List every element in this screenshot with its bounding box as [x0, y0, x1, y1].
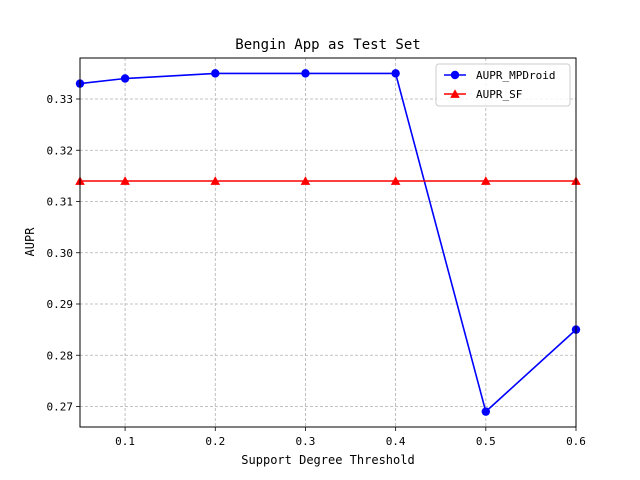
legend-label: AUPR_MPDroid	[476, 69, 555, 82]
data-point	[481, 407, 491, 416]
data-point	[301, 69, 310, 78]
data-point	[391, 69, 400, 78]
series-aupr-sf	[75, 176, 581, 185]
data-point	[120, 176, 130, 185]
y-axis-label: AUPR	[23, 227, 37, 257]
legend-marker	[450, 89, 460, 98]
data-point	[300, 176, 311, 185]
y-tick-label: 0.32	[47, 144, 74, 157]
y-tick-label: 0.30	[47, 247, 74, 260]
grid	[80, 58, 577, 427]
y-tick-label: 0.33	[47, 93, 74, 106]
x-tick-label: 0.1	[115, 435, 135, 448]
legend-box	[435, 63, 571, 107]
legend-marker	[450, 70, 460, 80]
x-tick-label: 0.4	[386, 435, 406, 448]
y-tick-label: 0.27	[47, 401, 74, 414]
data-point	[211, 69, 220, 78]
x-tick-label: 0.5	[476, 435, 496, 448]
legend-item: AUPR_SF	[444, 88, 522, 101]
y-tick-label: 0.29	[47, 298, 74, 311]
legend-item: AUPR_MPDroid	[444, 69, 555, 82]
data-point	[120, 74, 130, 83]
plot-frame	[79, 57, 577, 428]
data-point	[481, 176, 491, 185]
x-axis-label: Support Degree Threshold	[241, 453, 414, 467]
legend: AUPR_MPDroid AUPR_SF	[435, 63, 571, 107]
legend-label: AUPR_SF	[476, 88, 522, 101]
x-tick-label: 0.6	[566, 435, 586, 448]
x-tick-label: 0.3	[296, 435, 316, 448]
axis-ticks: 0.1 0.2 0.3 0.4 0.5 0.6 0.27 0.28 0.29 0.30 0.31 0.…	[47, 93, 586, 448]
x-tick-label: 0.2	[205, 435, 225, 448]
data-point	[390, 176, 401, 185]
chart-title: Bengin App as Test Set	[235, 37, 420, 53]
y-tick-label: 0.31	[47, 196, 74, 209]
y-tick-label: 0.28	[47, 349, 74, 362]
data-point	[210, 176, 221, 185]
